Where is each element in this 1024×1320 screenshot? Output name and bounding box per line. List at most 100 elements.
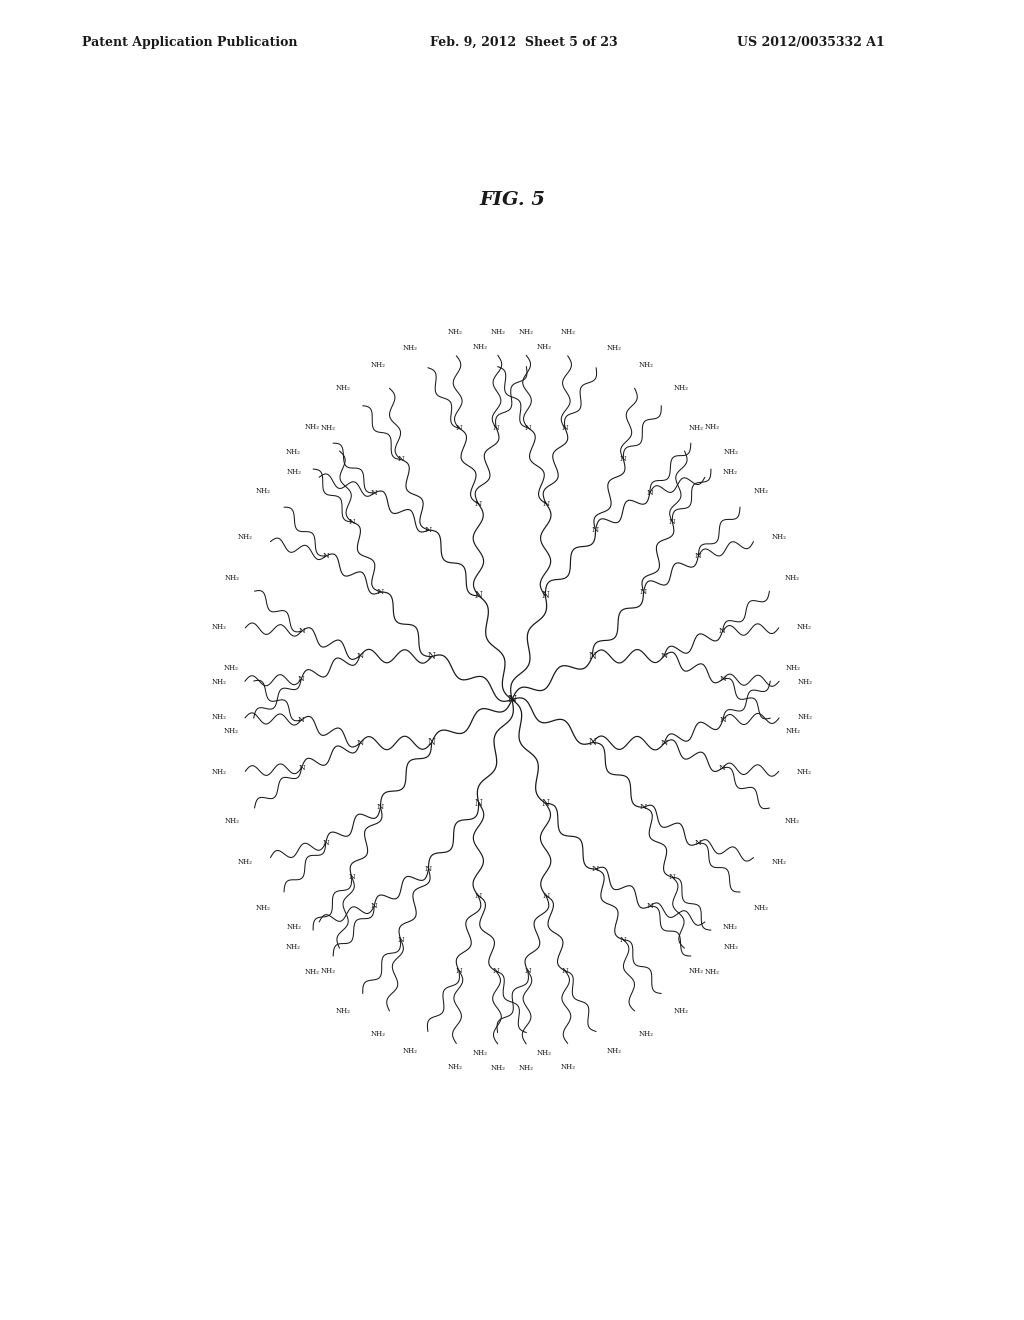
Text: N: N <box>456 424 463 432</box>
Text: NH₂: NH₂ <box>537 1048 551 1056</box>
Text: N: N <box>695 552 701 560</box>
Text: N: N <box>298 764 305 772</box>
Text: N: N <box>456 968 463 975</box>
Text: N: N <box>660 739 668 747</box>
Text: NH₂: NH₂ <box>336 1007 350 1015</box>
Text: NH₂: NH₂ <box>688 424 703 432</box>
Text: N: N <box>377 804 384 812</box>
Text: NH₂: NH₂ <box>473 1048 487 1056</box>
Text: NH₂: NH₂ <box>797 768 812 776</box>
Text: NH₂: NH₂ <box>449 327 463 337</box>
Text: N: N <box>561 424 568 432</box>
Text: N: N <box>646 488 653 496</box>
Text: N: N <box>720 715 726 725</box>
Text: N: N <box>592 865 599 873</box>
Text: NH₂: NH₂ <box>674 384 688 392</box>
Text: NH₂: NH₂ <box>784 817 800 825</box>
Text: NH₂: NH₂ <box>223 727 239 735</box>
Text: N: N <box>592 527 599 535</box>
Text: N: N <box>620 455 627 463</box>
Text: N: N <box>356 652 364 660</box>
Text: NH₂: NH₂ <box>224 817 240 825</box>
Text: NH₂: NH₂ <box>798 678 812 686</box>
Text: NH₂: NH₂ <box>518 1064 534 1072</box>
Text: NH₂: NH₂ <box>606 345 622 352</box>
Text: US 2012/0035332 A1: US 2012/0035332 A1 <box>737 36 885 49</box>
Text: NH₂: NH₂ <box>256 904 270 912</box>
Text: N: N <box>348 517 355 525</box>
Text: N: N <box>695 840 701 847</box>
Text: NH₂: NH₂ <box>402 345 418 352</box>
Text: N: N <box>428 652 435 661</box>
Text: NH₂: NH₂ <box>606 1047 622 1055</box>
Text: N: N <box>371 488 378 496</box>
Text: N: N <box>493 968 500 975</box>
Text: NH₂: NH₂ <box>797 623 812 631</box>
Text: N: N <box>669 517 676 525</box>
Text: N: N <box>474 499 481 508</box>
Text: NH₂: NH₂ <box>212 623 227 631</box>
Text: NH₂: NH₂ <box>336 384 350 392</box>
Text: NH₂: NH₂ <box>688 968 703 975</box>
Text: NH₂: NH₂ <box>371 1030 386 1039</box>
Text: NH₂: NH₂ <box>305 969 319 977</box>
Text: N: N <box>543 891 550 900</box>
Text: N: N <box>620 936 627 944</box>
Text: NH₂: NH₂ <box>784 574 800 582</box>
Text: N: N <box>646 903 653 911</box>
Text: NH₂: NH₂ <box>256 487 270 495</box>
Text: NH₂: NH₂ <box>798 713 812 721</box>
Text: N: N <box>719 764 726 772</box>
Text: NH₂: NH₂ <box>785 664 801 672</box>
Text: N: N <box>377 587 384 595</box>
Text: N: N <box>719 627 726 635</box>
Text: N: N <box>589 738 596 747</box>
Text: N: N <box>589 652 596 661</box>
Text: NH₂: NH₂ <box>724 944 738 952</box>
Text: NH₂: NH₂ <box>286 447 300 455</box>
Text: NH₂: NH₂ <box>638 360 653 370</box>
Text: NH₂: NH₂ <box>771 533 786 541</box>
Text: NH₂: NH₂ <box>537 343 551 351</box>
Text: N: N <box>425 865 432 873</box>
Text: N: N <box>640 804 647 812</box>
Text: N: N <box>397 936 404 944</box>
Text: NH₂: NH₂ <box>287 469 301 477</box>
Text: N: N <box>640 587 647 595</box>
Text: NH₂: NH₂ <box>223 664 239 672</box>
Text: NH₂: NH₂ <box>238 858 253 866</box>
Text: NH₂: NH₂ <box>561 1063 575 1072</box>
Text: NH₂: NH₂ <box>212 713 226 721</box>
Text: NH₂: NH₂ <box>287 923 301 931</box>
Text: NH₂: NH₂ <box>224 574 240 582</box>
Text: NH₂: NH₂ <box>321 424 336 432</box>
Text: N: N <box>474 891 481 900</box>
Text: NH₂: NH₂ <box>771 858 786 866</box>
Text: NH₂: NH₂ <box>561 327 575 337</box>
Text: NH₂: NH₂ <box>449 1063 463 1072</box>
Text: NH₂: NH₂ <box>723 923 737 931</box>
Text: NH₂: NH₂ <box>473 343 487 351</box>
Text: NH₂: NH₂ <box>754 487 768 495</box>
Text: N: N <box>524 968 531 975</box>
Text: Feb. 9, 2012  Sheet 5 of 23: Feb. 9, 2012 Sheet 5 of 23 <box>430 36 617 49</box>
Text: NH₂: NH₂ <box>212 768 227 776</box>
Text: N: N <box>298 715 304 725</box>
Text: N: N <box>508 696 516 704</box>
Text: N: N <box>669 874 676 882</box>
Text: NH₂: NH₂ <box>785 727 801 735</box>
Text: NH₂: NH₂ <box>724 447 738 455</box>
Text: NH₂: NH₂ <box>321 968 336 975</box>
Text: N: N <box>524 424 531 432</box>
Text: NH₂: NH₂ <box>371 360 386 370</box>
Text: N: N <box>543 499 550 508</box>
Text: NH₂: NH₂ <box>705 422 719 430</box>
Text: Patent Application Publication: Patent Application Publication <box>82 36 297 49</box>
Text: N: N <box>475 591 482 601</box>
Text: N: N <box>323 552 329 560</box>
Text: N: N <box>720 675 726 684</box>
Text: N: N <box>493 424 500 432</box>
Text: N: N <box>298 675 304 684</box>
Text: NH₂: NH₂ <box>674 1007 688 1015</box>
Text: NH₂: NH₂ <box>705 969 719 977</box>
